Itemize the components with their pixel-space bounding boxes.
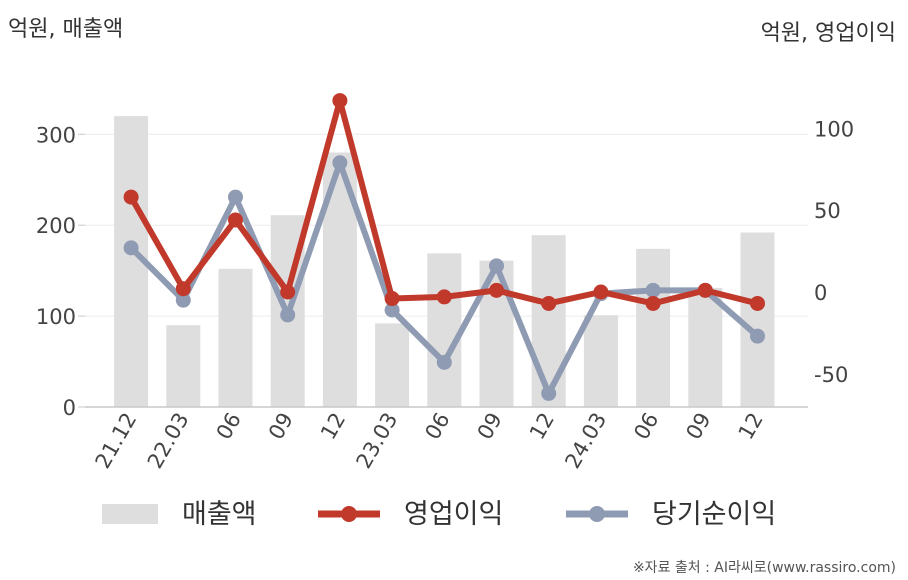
net-income-point bbox=[228, 189, 243, 205]
left-tick-label: 100 bbox=[36, 305, 76, 329]
left-tick-label: 300 bbox=[36, 123, 76, 147]
operating-profit-point bbox=[384, 291, 400, 307]
x-tick-label: 06 bbox=[629, 409, 663, 444]
x-tick-label: 09 bbox=[264, 409, 298, 444]
x-tick-label: 09 bbox=[681, 409, 715, 444]
x-tick-label: 06 bbox=[420, 409, 454, 444]
right-tick-label: 0 bbox=[814, 281, 827, 305]
x-tick-label: 06 bbox=[212, 409, 246, 444]
x-tick-label: 22.03 bbox=[143, 409, 194, 473]
legend-net-income-label: 당기순이익 bbox=[652, 499, 776, 530]
net-income-point bbox=[175, 292, 191, 308]
operating-profit-point bbox=[697, 282, 713, 298]
x-axis-ticks: 21.12 22.03 06 09 12 23.03 06 09 12 24.03 06 09 12 bbox=[91, 409, 768, 473]
operating-profit-point bbox=[645, 295, 661, 311]
operating-profit-point bbox=[436, 289, 452, 305]
revenue-bar bbox=[427, 253, 462, 407]
revenue-bar bbox=[375, 323, 410, 407]
left-tick-label: 0 bbox=[63, 396, 76, 420]
revenue-bar bbox=[688, 287, 723, 407]
left-axis-ticks: 0 100 200 300 bbox=[36, 123, 85, 420]
operating-profit-point bbox=[541, 295, 557, 311]
net-income-point bbox=[645, 282, 661, 298]
revenue-bar bbox=[166, 325, 201, 407]
legend-net-income-marker bbox=[589, 506, 605, 522]
net-income-point bbox=[384, 302, 400, 318]
revenue-bar bbox=[636, 248, 671, 407]
operating-profit-point bbox=[489, 282, 504, 298]
net-income-point bbox=[750, 328, 765, 344]
revenue-bar bbox=[583, 315, 618, 407]
x-tick-label: 24.03 bbox=[560, 409, 611, 473]
x-tick-label: 21.12 bbox=[91, 409, 142, 473]
operating-profit-point bbox=[750, 295, 765, 311]
x-tick-label: 12 bbox=[525, 409, 559, 444]
operating-profit-point bbox=[175, 281, 191, 297]
legend: 매출액 영업이익 당기순이익 bbox=[102, 499, 776, 530]
right-tick-label: 50 bbox=[814, 199, 841, 223]
operating-profit-point bbox=[332, 93, 348, 109]
x-tick-label: 09 bbox=[473, 409, 507, 444]
source-note: ※자료 출처 : AI라씨로(www.rassiro.com) bbox=[633, 560, 896, 576]
operating-profit-point bbox=[228, 212, 243, 228]
profit-lines bbox=[123, 93, 765, 401]
legend-revenue-label: 매출액 bbox=[182, 499, 257, 530]
net-income-point bbox=[123, 240, 139, 256]
legend-operating-profit-marker bbox=[341, 506, 357, 522]
net-income-point bbox=[489, 258, 504, 274]
operating-profit-point bbox=[280, 284, 296, 300]
revenue-bar bbox=[218, 268, 253, 407]
revenue-bar bbox=[531, 235, 566, 407]
right-tick-label: -50 bbox=[814, 363, 848, 387]
operating-profit-point bbox=[123, 189, 139, 205]
net-income-point bbox=[280, 307, 296, 323]
left-tick-label: 200 bbox=[36, 214, 76, 238]
legend-revenue-swatch bbox=[102, 504, 158, 524]
right-tick-label: 100 bbox=[814, 117, 854, 141]
revenue-bar bbox=[740, 232, 775, 407]
right-axis-ticks: -50 0 50 100 bbox=[814, 117, 854, 386]
x-tick-label: 12 bbox=[316, 409, 350, 444]
x-tick-label: 12 bbox=[734, 409, 768, 444]
left-axis-unit: 억원, 매출액 bbox=[8, 17, 123, 42]
right-axis-unit: 억원, 영업이익 bbox=[761, 21, 896, 46]
net-income-point bbox=[436, 354, 452, 370]
operating-profit-point bbox=[593, 284, 609, 300]
legend-operating-profit-label: 영업이익 bbox=[404, 499, 503, 530]
x-tick-label: 23.03 bbox=[352, 409, 403, 473]
net-income-point bbox=[332, 155, 348, 171]
net-income-point bbox=[541, 385, 557, 401]
